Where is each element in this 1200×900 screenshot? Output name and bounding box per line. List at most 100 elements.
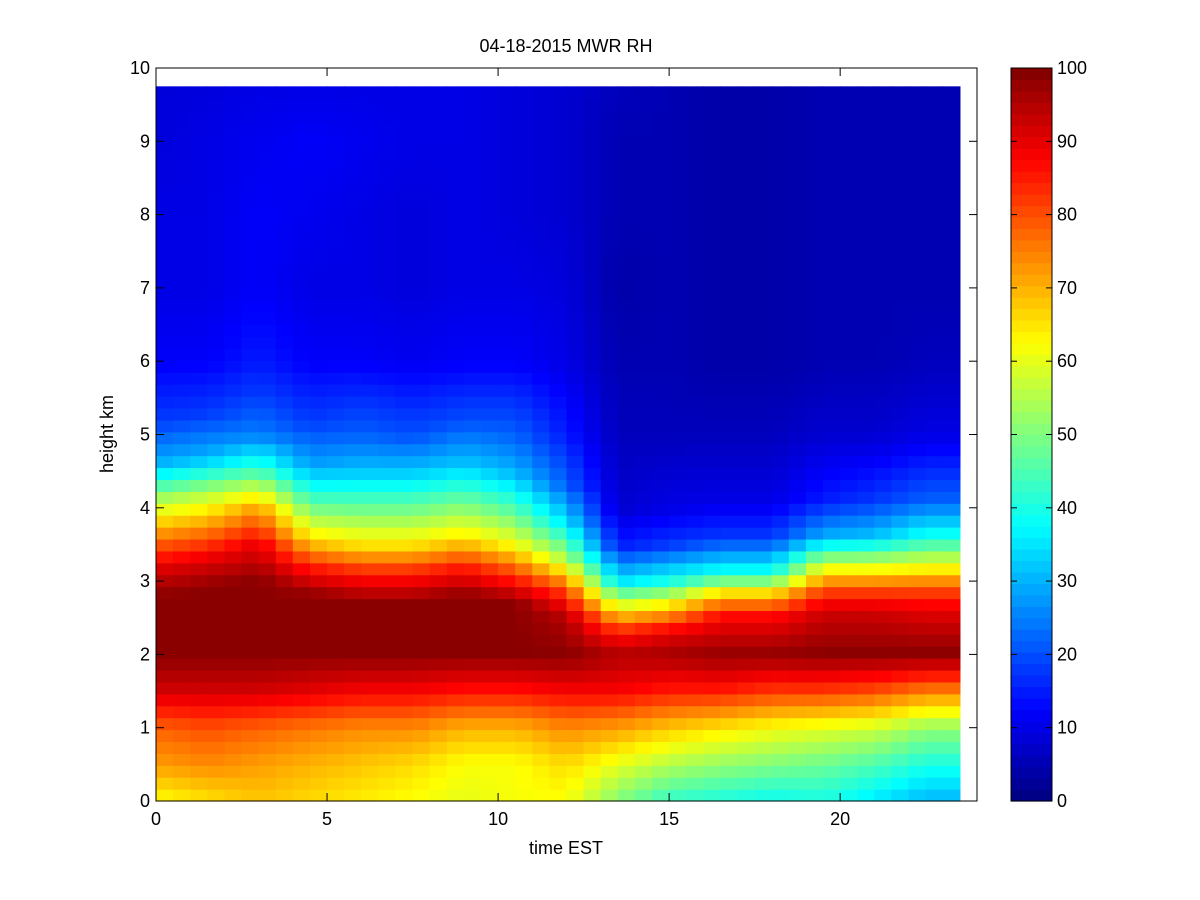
heatmap-cell: [703, 288, 722, 302]
heatmap-cell: [754, 741, 773, 754]
heatmap-cell: [446, 729, 465, 743]
heatmap-cell: [173, 396, 191, 409]
heatmap-cell: [703, 431, 722, 445]
heatmap-cell: [600, 765, 619, 778]
heatmap-cell: [224, 765, 243, 778]
heatmap-cell: [857, 550, 875, 564]
heatmap-cell: [617, 145, 636, 159]
heatmap-cell: [344, 396, 362, 409]
heatmap-cell: [292, 610, 311, 623]
heatmap-cell: [617, 693, 636, 707]
heatmap-cell: [754, 312, 773, 326]
heatmap-cell: [258, 253, 277, 266]
heatmap-cell: [720, 646, 739, 659]
heatmap-cell: [532, 324, 550, 338]
heatmap-cell: [446, 110, 465, 123]
heatmap-cell: [463, 729, 482, 743]
heatmap-cell: [258, 241, 277, 254]
heatmap-cell: [857, 741, 875, 754]
heatmap-cell: [788, 646, 807, 659]
heatmap-cell: [617, 419, 636, 433]
heatmap-cell: [771, 729, 790, 743]
heatmap-cell: [275, 407, 294, 421]
heatmap-cell: [652, 729, 670, 743]
heatmap-cell: [344, 634, 362, 647]
heatmap-cell: [805, 658, 824, 671]
heatmap-cell: [925, 86, 944, 99]
heatmap-cell: [156, 407, 174, 421]
heatmap-cell: [446, 443, 465, 457]
heatmap-cell: [207, 241, 226, 254]
heatmap-cell: [515, 562, 533, 576]
heatmap-cell: [840, 205, 858, 218]
heatmap-cell: [652, 169, 670, 183]
heatmap-cell: [173, 586, 191, 600]
heatmap-cell: [720, 455, 739, 469]
heatmap-cell: [908, 550, 927, 564]
heatmap-cell: [874, 122, 893, 135]
heatmap-cell: [532, 276, 550, 290]
y-tick-label: 5: [140, 425, 150, 445]
heatmap-cell: [720, 193, 739, 207]
heatmap-cell: [686, 264, 704, 278]
colorbar-swatch: [1011, 445, 1052, 458]
heatmap-cell: [378, 157, 397, 171]
colorbar-swatch: [1011, 308, 1052, 321]
heatmap-cell: [840, 455, 858, 469]
heatmap-cell: [292, 491, 311, 504]
heatmap-cell: [258, 646, 277, 659]
heatmap-cell: [720, 741, 739, 754]
heatmap-cell: [942, 669, 961, 683]
heatmap-cell: [173, 133, 191, 147]
heatmap-cell: [207, 622, 226, 635]
heatmap-cell: [515, 681, 533, 695]
heatmap-cell: [805, 396, 824, 409]
heatmap-cell: [805, 122, 824, 135]
heatmap-cell: [224, 753, 243, 766]
heatmap-cell: [823, 276, 841, 290]
heatmap-cell: [480, 765, 499, 778]
heatmap-cell: [549, 431, 568, 445]
heatmap-cell: [515, 348, 533, 361]
heatmap-cell: [532, 789, 550, 802]
heatmap-cell: [395, 312, 414, 326]
heatmap-cell: [224, 419, 243, 433]
heatmap-cell: [292, 312, 311, 326]
heatmap-cell: [549, 467, 568, 480]
heatmap-cell: [652, 181, 670, 195]
heatmap-cell: [480, 443, 499, 457]
heatmap-cell: [515, 610, 533, 623]
heatmap-cell: [788, 241, 807, 254]
y-tick-label: 3: [140, 571, 150, 591]
heatmap-cell: [344, 181, 362, 195]
heatmap-cell: [173, 503, 191, 516]
heatmap-cell: [823, 527, 841, 540]
heatmap-cell: [823, 181, 841, 195]
heatmap-cell: [652, 658, 670, 671]
heatmap-cell: [309, 205, 328, 218]
heatmap-cell: [600, 455, 619, 469]
heatmap-cell: [703, 157, 722, 171]
heatmap-cell: [805, 288, 824, 302]
heatmap-cell: [224, 467, 243, 480]
heatmap-cell: [412, 634, 431, 647]
heatmap-cell: [463, 217, 482, 230]
heatmap-cell: [600, 98, 619, 111]
heatmap-cell: [617, 765, 636, 778]
heatmap-cell: [515, 443, 533, 457]
heatmap-cell: [771, 229, 790, 242]
colorbar-swatch: [1011, 491, 1052, 504]
heatmap-cell: [173, 479, 191, 492]
heatmap-cell: [669, 586, 687, 600]
heatmap-cell: [361, 753, 379, 766]
heatmap-cell: [549, 217, 568, 230]
heatmap-cell: [823, 419, 841, 433]
heatmap-cell: [395, 288, 414, 302]
heatmap-cell: [823, 372, 841, 385]
heatmap-cell: [515, 396, 533, 409]
heatmap-cell: [446, 253, 465, 266]
heatmap-cell: [378, 705, 397, 719]
heatmap-cell: [754, 562, 773, 576]
heatmap-cell: [498, 241, 516, 254]
heatmap-cell: [703, 336, 722, 349]
